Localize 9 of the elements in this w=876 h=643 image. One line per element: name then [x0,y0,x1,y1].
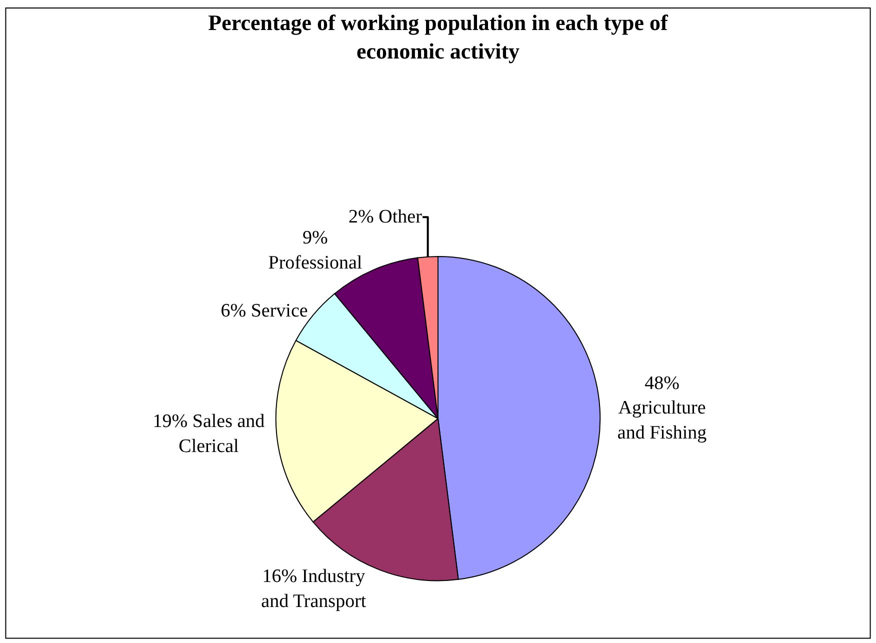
slice-label: 19% Sales and Clerical [152,411,266,457]
data-label: 9% [302,228,328,249]
slice-label: 16% Industry and Transport [261,566,367,612]
slice-label: Professional [268,252,362,274]
chart-title: Percentage of working population in each type of economic activity [208,10,669,64]
slice-label: 2% Other [348,206,423,228]
data-label: 48% [644,373,680,394]
slice-label: 6% Service [220,300,308,322]
slice-label: Agriculture and Fishing [617,398,708,444]
